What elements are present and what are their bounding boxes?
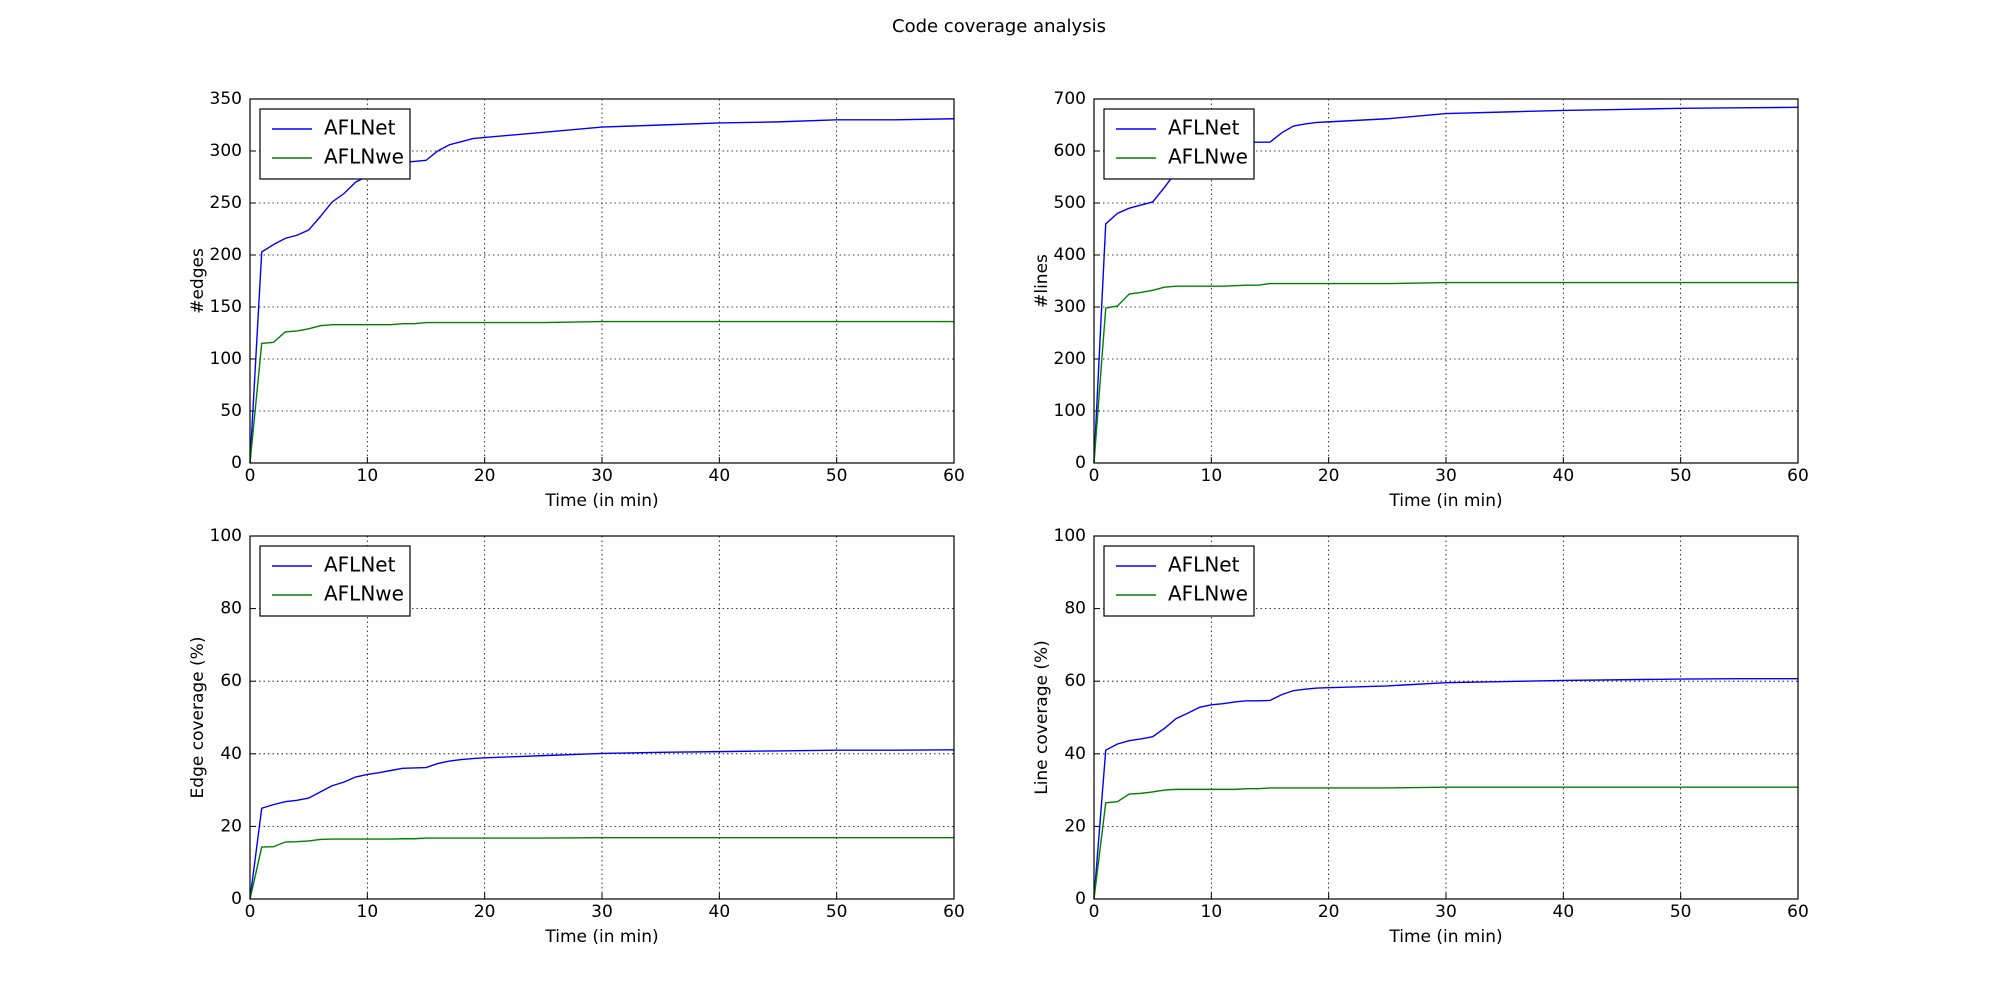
y-tick-label: 40 [220,744,242,764]
legend-box [1103,108,1255,180]
x-tick-label: 40 [1553,902,1575,922]
y-tick-label: 100 [1054,401,1086,421]
legend-label: AFLNet [1168,116,1240,140]
legend: AFLNet AFLNwe [1103,108,1255,180]
y-tick-label: 350 [210,89,242,109]
y-tick-label: 150 [210,297,242,317]
y-tick-label: 300 [210,141,242,161]
series-line [1093,281,1798,464]
legend-label: AFLNwe [324,145,404,169]
x-tick-label: 60 [1787,902,1809,922]
y-tick-label: 80 [220,599,242,619]
x-tick-label: 40 [1553,466,1575,486]
plot-frame [1093,98,1799,464]
y-tick-label: 40 [1064,744,1086,764]
x-tick-label: 60 [943,466,965,486]
x-tick-label: 30 [1435,902,1457,922]
legend-label: AFLNet [324,116,396,140]
x-axis-label: Time (in min) [544,491,658,511]
y-tick-label: 200 [210,245,242,265]
legend: AFLNet AFLNwe [259,545,411,617]
x-tick-label: 10 [1201,902,1223,922]
y-axis-label: #edges [188,248,208,314]
x-axis-label: Time (in min) [544,927,658,947]
x-axis-label: Time (in min) [1388,491,1502,511]
legend-box [259,545,411,617]
x-tick-label: 10 [1201,466,1223,486]
y-tick-label: 300 [1054,297,1086,317]
x-axis-label: Time (in min) [1388,927,1502,947]
legend-label: AFLNet [324,553,396,577]
y-axis-label: Edge coverage (%) [188,637,208,799]
subplot: 0 10 20 30 40 50 60 0 50 100 150 200 250 300 350 Time (… [188,89,965,511]
series-line [249,118,955,464]
y-tick-label: 60 [1064,671,1086,691]
x-tick-label: 0 [1089,466,1100,486]
plot-frame [249,535,955,900]
x-tick-label: 0 [245,466,256,486]
legend-label: AFLNwe [324,582,404,606]
subplot: 0 10 20 30 40 50 600100200300400500600700Time … [1032,89,1809,511]
y-axis-label: #lines [1032,254,1052,308]
series-line [1093,677,1798,900]
subplot: 0 10 20 30 40 50 60 0 20 40 60 80 100 Time (in min) Ed… [188,526,965,947]
plot-frame [1093,535,1799,900]
x-tick-label: 40 [709,466,731,486]
x-tick-label: 20 [474,466,496,486]
y-tick-label: 700 [1054,89,1086,109]
y-tick-label: 0 [1075,889,1086,909]
figure-title: Code coverage analysis [892,16,1106,37]
y-tick-label: 250 [210,193,242,213]
x-tick-label: 50 [1670,466,1692,486]
y-tick-label: 80 [1064,599,1086,619]
y-tick-label: 60 [220,671,242,691]
series-line [1093,106,1799,464]
legend-label: AFLNwe [1168,582,1248,606]
y-tick-label: 600 [1054,141,1086,161]
y-tick-label: 50 [220,401,242,421]
x-tick-label: 10 [357,902,379,922]
legend-label: AFLNwe [1168,145,1248,169]
y-tick-label: 200 [1054,349,1086,369]
x-tick-label: 20 [1318,466,1340,486]
series-line [249,836,954,900]
x-tick-label: 20 [474,902,496,922]
series-line [249,320,954,464]
x-tick-label: 30 [1435,466,1457,486]
x-tick-label: 30 [591,902,613,922]
legend-label: AFLNet [1168,553,1240,577]
plot-frame [249,98,955,464]
series-line [249,749,955,900]
y-tick-label: 100 [1054,526,1086,546]
y-tick-label: 500 [1054,193,1086,213]
x-tick-label: 30 [591,466,613,486]
series-line [1093,786,1798,900]
x-tick-label: 40 [709,902,731,922]
x-tick-label: 50 [826,466,848,486]
legend: AFLNet AFLNwe [1103,545,1255,617]
y-tick-label: 100 [210,349,242,369]
y-tick-label: 100 [210,526,242,546]
x-tick-label: 0 [245,902,256,922]
y-tick-label: 0 [231,453,242,473]
x-tick-label: 60 [943,902,965,922]
subplot: 0 10 20 30 40 50 60 0 20 40 60 80 100 Time (in min) Li… [1032,526,1809,947]
x-tick-label: 0 [1089,902,1100,922]
legend-box [259,108,411,180]
y-tick-label: 0 [231,889,242,909]
x-tick-label: 50 [1670,902,1692,922]
y-tick-label: 20 [1064,816,1086,836]
y-tick-label: 400 [1054,245,1086,265]
x-tick-label: 20 [1318,902,1340,922]
legend: AFLNet AFLNwe [259,108,411,180]
x-tick-label: 10 [357,466,379,486]
y-tick-label: 0 [1075,453,1086,473]
y-axis-label: Line coverage (%) [1032,640,1052,795]
x-tick-label: 50 [826,902,848,922]
y-tick-label: 20 [220,816,242,836]
x-tick-label: 60 [1787,466,1809,486]
legend-box [1103,545,1255,617]
